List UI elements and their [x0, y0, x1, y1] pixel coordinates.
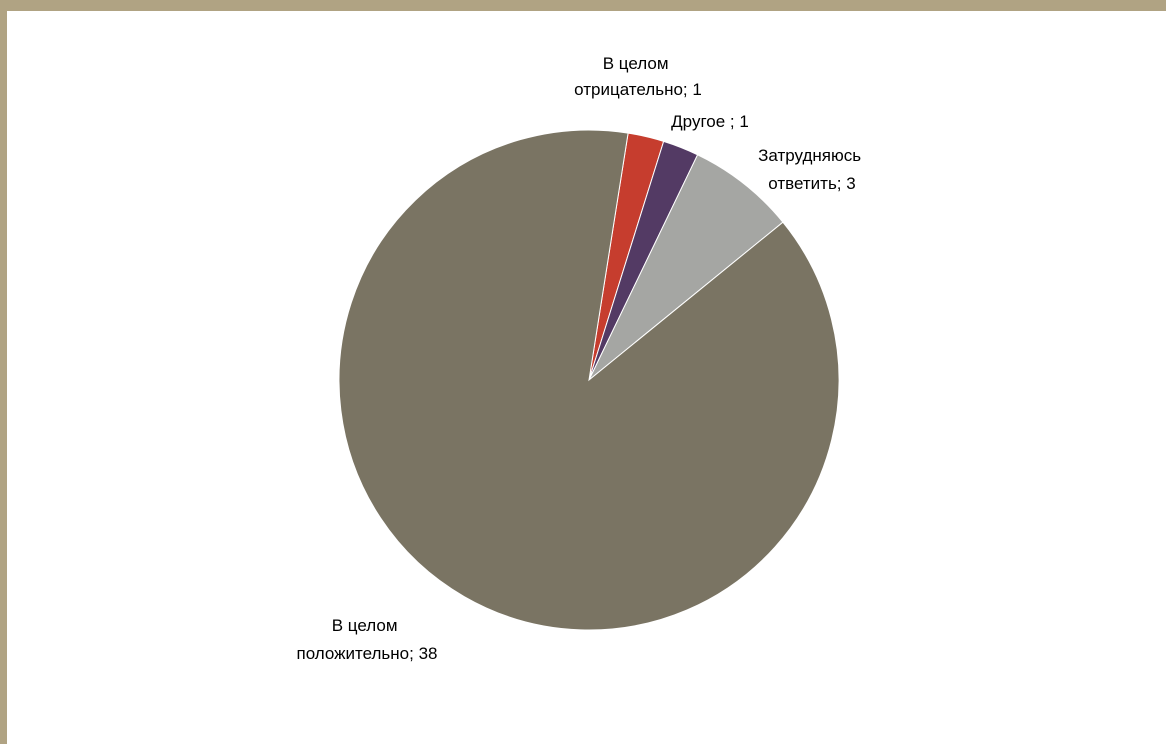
- slice-label-other: Другое ; 1: [671, 112, 749, 131]
- slice-label-positive: В целом положительно; 38: [297, 616, 438, 663]
- slice-label-negative: В целом отрицательно; 1: [574, 54, 702, 99]
- slice-label-undecided: Затрудняюсь ответить; 3: [758, 146, 866, 193]
- pie-slices: [339, 130, 839, 630]
